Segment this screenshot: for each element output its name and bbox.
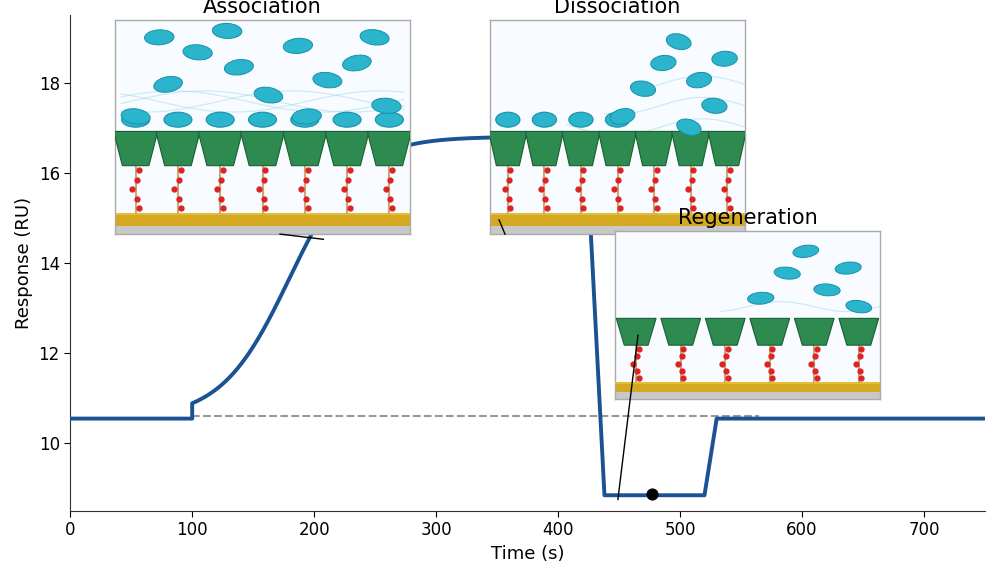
Ellipse shape — [254, 87, 283, 103]
Ellipse shape — [774, 267, 800, 279]
Ellipse shape — [712, 51, 737, 66]
Y-axis label: Response (RU): Response (RU) — [15, 197, 33, 329]
Ellipse shape — [145, 30, 174, 45]
Title: Regeneration: Regeneration — [678, 208, 817, 228]
Polygon shape — [240, 131, 285, 166]
Title: Dissociation: Dissociation — [554, 0, 681, 17]
Ellipse shape — [164, 112, 192, 127]
Bar — [115, 225, 410, 234]
Ellipse shape — [610, 109, 635, 124]
Point — [504, 178, 520, 187]
Polygon shape — [671, 131, 710, 166]
Polygon shape — [750, 318, 790, 345]
Ellipse shape — [630, 81, 656, 97]
Polygon shape — [616, 318, 656, 345]
Ellipse shape — [224, 60, 253, 75]
Title: Association: Association — [203, 0, 322, 17]
Polygon shape — [839, 318, 879, 345]
Point — [296, 200, 312, 209]
Ellipse shape — [375, 112, 403, 127]
Ellipse shape — [333, 112, 361, 127]
Ellipse shape — [122, 112, 150, 127]
Bar — [615, 382, 880, 384]
Polygon shape — [705, 318, 745, 345]
Ellipse shape — [651, 55, 676, 71]
Ellipse shape — [283, 38, 313, 54]
Ellipse shape — [291, 112, 319, 127]
Bar — [615, 392, 880, 399]
Bar — [615, 382, 880, 392]
Ellipse shape — [835, 262, 861, 274]
Ellipse shape — [702, 98, 727, 113]
Polygon shape — [794, 318, 834, 345]
Ellipse shape — [748, 292, 774, 304]
Ellipse shape — [687, 72, 712, 88]
Polygon shape — [198, 131, 242, 166]
Ellipse shape — [360, 29, 389, 45]
Ellipse shape — [154, 76, 182, 92]
Polygon shape — [661, 318, 701, 345]
Ellipse shape — [846, 301, 872, 313]
Bar — [115, 213, 410, 215]
Polygon shape — [367, 131, 411, 166]
Bar — [490, 213, 745, 225]
Ellipse shape — [793, 245, 819, 258]
Ellipse shape — [248, 112, 277, 127]
Ellipse shape — [532, 112, 557, 127]
Ellipse shape — [313, 72, 342, 88]
Bar — [115, 213, 410, 225]
Ellipse shape — [372, 98, 401, 113]
Ellipse shape — [212, 23, 242, 39]
Ellipse shape — [343, 55, 371, 71]
Ellipse shape — [206, 112, 234, 127]
Polygon shape — [598, 131, 637, 166]
Bar — [490, 225, 745, 234]
Polygon shape — [114, 131, 158, 166]
Ellipse shape — [677, 119, 701, 135]
Bar — [490, 213, 745, 215]
Ellipse shape — [292, 109, 321, 124]
Ellipse shape — [605, 112, 630, 127]
Ellipse shape — [569, 112, 593, 127]
Polygon shape — [562, 131, 600, 166]
Ellipse shape — [183, 45, 212, 60]
Ellipse shape — [121, 109, 150, 124]
Polygon shape — [635, 131, 673, 166]
Polygon shape — [489, 131, 527, 166]
Polygon shape — [708, 131, 746, 166]
Polygon shape — [525, 131, 564, 166]
Ellipse shape — [496, 112, 520, 127]
Point — [644, 490, 660, 499]
Ellipse shape — [814, 284, 840, 296]
Polygon shape — [283, 131, 327, 166]
Polygon shape — [325, 131, 369, 166]
Ellipse shape — [666, 34, 691, 50]
X-axis label: Time (s): Time (s) — [491, 545, 564, 563]
Polygon shape — [156, 131, 200, 166]
